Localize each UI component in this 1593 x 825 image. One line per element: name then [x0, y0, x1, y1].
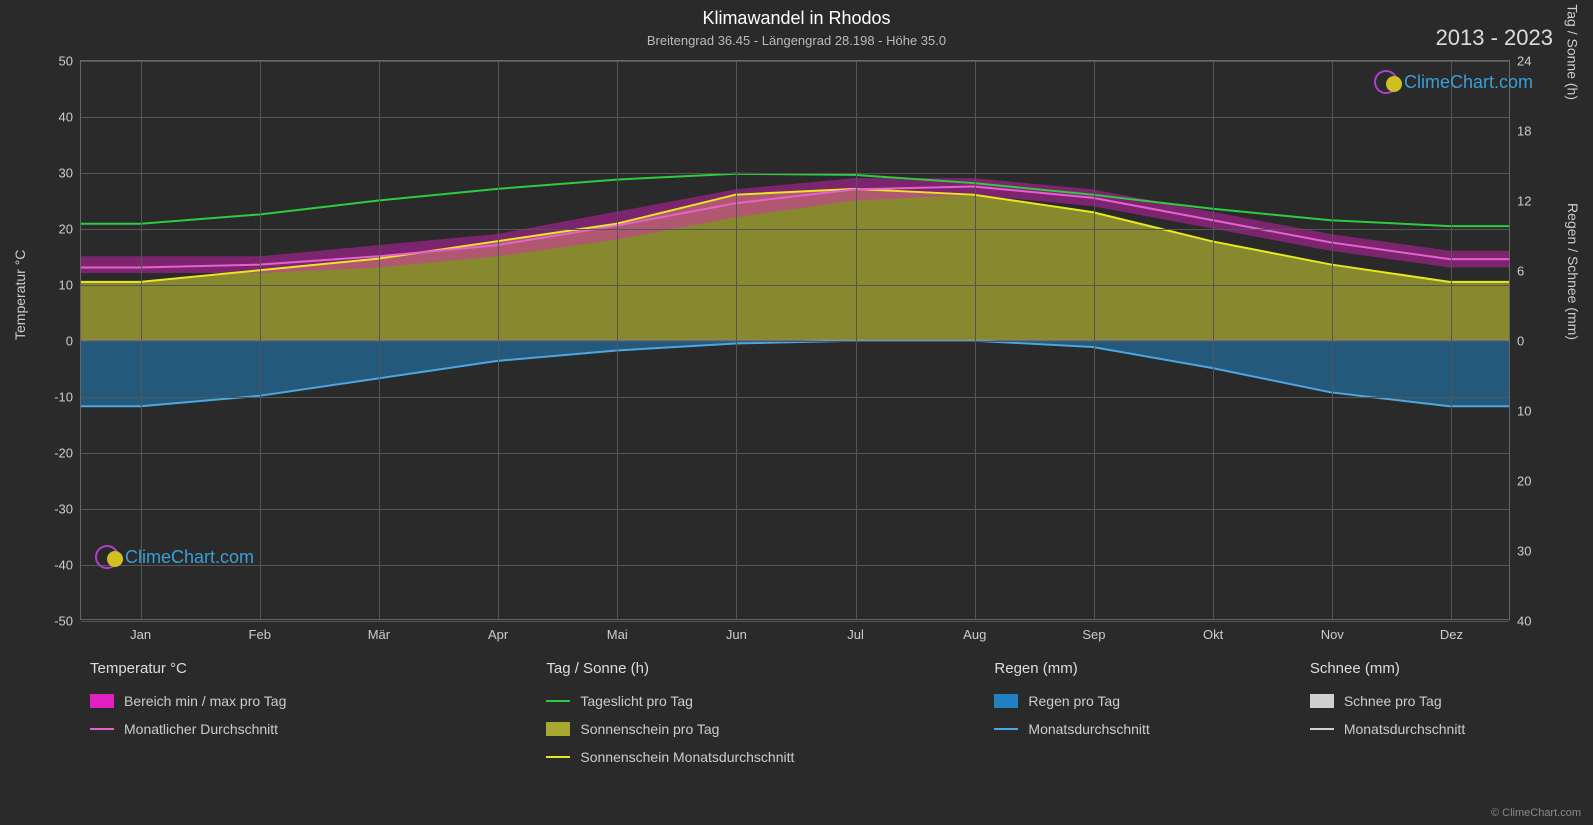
legend-line: [546, 756, 570, 758]
legend-line: [546, 700, 570, 702]
legend-header-rain: Regen (mm): [994, 660, 1149, 677]
legend-item-daylight: Tageslicht pro Tag: [546, 693, 794, 709]
y-tick-left: 30: [59, 166, 81, 181]
watermark-top: ClimeChart.com: [1374, 70, 1533, 94]
legend-label: Monatlicher Durchschnitt: [124, 721, 278, 737]
legend-label: Bereich min / max pro Tag: [124, 693, 286, 709]
y-axis-right-label-sun: Tag / Sonne (h): [1565, 4, 1581, 100]
y-tick-left: -50: [54, 614, 81, 629]
chart-title: Klimawandel in Rhodos: [0, 0, 1593, 29]
y-tick-right-rain: 10: [1509, 404, 1531, 419]
y-tick-right-sun: 24: [1509, 54, 1531, 69]
legend-item-snow-daily: Schnee pro Tag: [1310, 693, 1465, 709]
legend-label: Regen pro Tag: [1028, 693, 1120, 709]
y-tick-left: 50: [59, 54, 81, 69]
legend-swatch: [90, 694, 114, 708]
y-tick-right-sun: 12: [1509, 194, 1531, 209]
legend-label: Tageslicht pro Tag: [580, 693, 693, 709]
x-tick-month: Okt: [1203, 619, 1223, 642]
legend-swatch: [1310, 694, 1334, 708]
legend-label: Sonnenschein pro Tag: [580, 721, 719, 737]
y-tick-left: 0: [66, 334, 81, 349]
legend-item-rain-avg: Monatsdurchschnitt: [994, 721, 1149, 737]
legend-swatch: [546, 722, 570, 736]
legend-label: Monatsdurchschnitt: [1344, 721, 1465, 737]
x-tick-month: Jan: [130, 619, 151, 642]
plot-area: -50-40-30-20-100102030405006121824102030…: [80, 60, 1510, 620]
legend-item-rain-daily: Regen pro Tag: [994, 693, 1149, 709]
y-tick-right-sun: 0: [1509, 334, 1524, 349]
watermark-text: ClimeChart.com: [125, 547, 254, 568]
watermark-logo-icon: [95, 545, 119, 569]
legend-item-temp-range: Bereich min / max pro Tag: [90, 693, 286, 709]
legend-col-rain: Regen (mm) Regen pro Tag Monatsdurchschn…: [994, 660, 1149, 765]
y-tick-left: 20: [59, 222, 81, 237]
legend-col-snow: Schnee (mm) Schnee pro Tag Monatsdurchsc…: [1310, 660, 1465, 765]
legend-header-sun: Tag / Sonne (h): [546, 660, 794, 677]
y-axis-left-label: Temperatur °C: [12, 250, 28, 340]
legend-item-snow-avg: Monatsdurchschnitt: [1310, 721, 1465, 737]
legend-col-temp: Temperatur °C Bereich min / max pro Tag …: [90, 660, 286, 765]
legend-label: Monatsdurchschnitt: [1028, 721, 1149, 737]
chart-subtitle: Breitengrad 36.45 - Längengrad 28.198 - …: [0, 33, 1593, 48]
y-axis-right-label-rain: Regen / Schnee (mm): [1565, 203, 1581, 340]
legend-col-sun: Tag / Sonne (h) Tageslicht pro Tag Sonne…: [546, 660, 794, 765]
y-tick-left: -30: [54, 502, 81, 517]
watermark-logo-icon: [1374, 70, 1398, 94]
x-tick-month: Dez: [1440, 619, 1463, 642]
x-tick-month: Jul: [847, 619, 864, 642]
watermark-text: ClimeChart.com: [1404, 72, 1533, 93]
year-range: 2013 - 2023: [1436, 25, 1553, 51]
y-tick-left: -10: [54, 390, 81, 405]
legend-label: Sonnenschein Monatsdurchschnitt: [580, 749, 794, 765]
y-tick-right-rain: 40: [1509, 614, 1531, 629]
y-tick-left: 10: [59, 278, 81, 293]
x-tick-month: Mai: [607, 619, 628, 642]
y-tick-right-rain: 30: [1509, 544, 1531, 559]
x-tick-month: Feb: [249, 619, 271, 642]
legend-line: [1310, 728, 1334, 730]
climate-chart: Klimawandel in Rhodos Breitengrad 36.45 …: [0, 0, 1593, 825]
legend-item-sunshine-avg: Sonnenschein Monatsdurchschnitt: [546, 749, 794, 765]
y-tick-right-rain: 20: [1509, 474, 1531, 489]
legend-label: Schnee pro Tag: [1344, 693, 1442, 709]
copyright: © ClimeChart.com: [1491, 807, 1581, 819]
legend-item-sunshine: Sonnenschein pro Tag: [546, 721, 794, 737]
x-tick-month: Aug: [963, 619, 986, 642]
x-tick-month: Mär: [368, 619, 390, 642]
plot-svg: [81, 61, 1509, 619]
x-tick-month: Apr: [488, 619, 508, 642]
legend-swatch: [994, 694, 1018, 708]
legend-line: [90, 728, 114, 730]
y-tick-right-sun: 6: [1509, 264, 1524, 279]
x-tick-month: Sep: [1082, 619, 1105, 642]
y-tick-right-sun: 18: [1509, 124, 1531, 139]
legend-item-temp-avg: Monatlicher Durchschnitt: [90, 721, 286, 737]
x-tick-month: Jun: [726, 619, 747, 642]
x-tick-month: Nov: [1321, 619, 1344, 642]
y-tick-left: 40: [59, 110, 81, 125]
legend-line: [994, 728, 1018, 730]
legend-header-temp: Temperatur °C: [90, 660, 286, 677]
watermark-bottom: ClimeChart.com: [95, 545, 254, 569]
y-tick-left: -40: [54, 558, 81, 573]
y-tick-left: -20: [54, 446, 81, 461]
legend-header-snow: Schnee (mm): [1310, 660, 1465, 677]
legend: Temperatur °C Bereich min / max pro Tag …: [90, 660, 1520, 765]
